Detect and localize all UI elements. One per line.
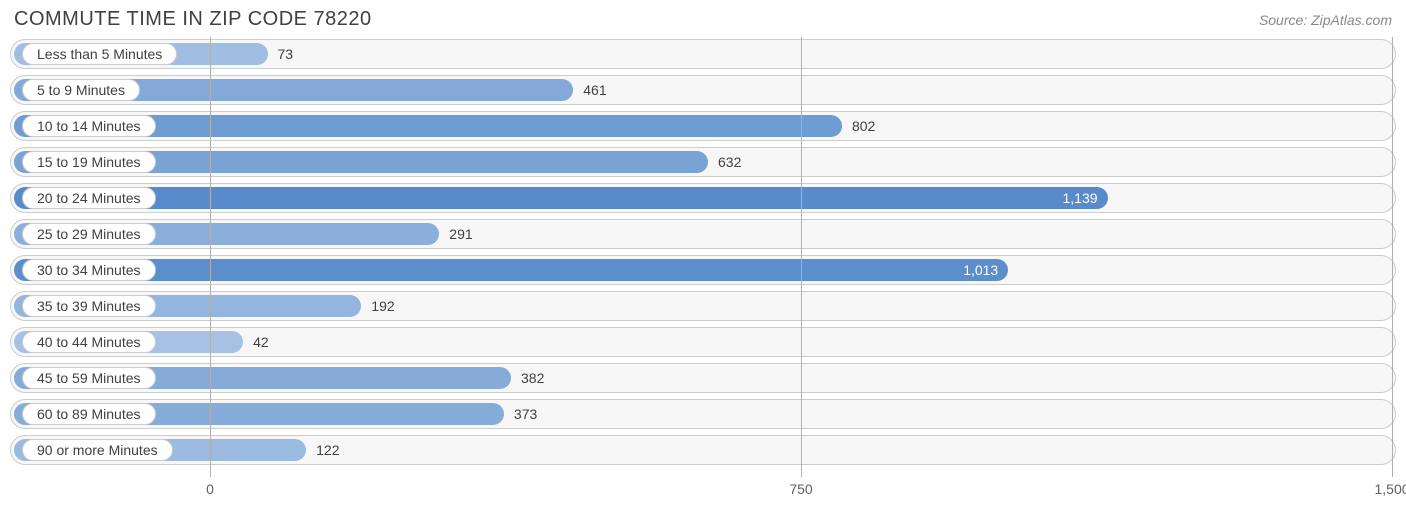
- chart-title: COMMUTE TIME IN ZIP CODE 78220: [14, 8, 372, 31]
- chart-row: 5 to 9 Minutes 461: [10, 75, 1396, 105]
- axis-tick-label: 0: [206, 481, 214, 497]
- value-label: 382: [511, 363, 554, 393]
- chart-row: 90 or more Minutes 122: [10, 435, 1396, 465]
- category-label: 60 to 89 Minutes: [22, 403, 156, 425]
- chart-row: 20 to 24 Minutes1,139: [10, 183, 1396, 213]
- chart-x-axis: 07501,500: [10, 477, 1396, 505]
- chart-row: Less than 5 Minutes 73: [10, 39, 1396, 69]
- category-label: Less than 5 Minutes: [22, 43, 177, 65]
- category-label: 40 to 44 Minutes: [22, 331, 156, 353]
- chart-row: 15 to 19 Minutes 632: [10, 147, 1396, 177]
- value-label: 122: [306, 435, 349, 465]
- value-label: 461: [573, 75, 616, 105]
- value-label: 373: [504, 399, 547, 429]
- value-label: 802: [842, 111, 885, 141]
- commute-time-chart: COMMUTE TIME IN ZIP CODE 78220 Source: Z…: [0, 0, 1406, 522]
- value-label: 192: [361, 291, 404, 321]
- value-label: 632: [708, 147, 751, 177]
- axis-tick-label: 750: [789, 481, 812, 497]
- chart-header: COMMUTE TIME IN ZIP CODE 78220 Source: Z…: [10, 8, 1396, 37]
- category-label: 10 to 14 Minutes: [22, 115, 156, 137]
- category-label: 45 to 59 Minutes: [22, 367, 156, 389]
- category-label: 15 to 19 Minutes: [22, 151, 156, 173]
- category-label: 90 or more Minutes: [22, 439, 173, 461]
- chart-row: 30 to 34 Minutes1,013: [10, 255, 1396, 285]
- chart-row: 25 to 29 Minutes 291: [10, 219, 1396, 249]
- chart-row: 35 to 39 Minutes 192: [10, 291, 1396, 321]
- value-label: 291: [439, 219, 482, 249]
- axis-tick-label: 1,500: [1374, 481, 1406, 497]
- chart-row: 10 to 14 Minutes 802: [10, 111, 1396, 141]
- category-label: 35 to 39 Minutes: [22, 295, 156, 317]
- chart-row: 45 to 59 Minutes 382: [10, 363, 1396, 393]
- chart-row: 60 to 89 Minutes 373: [10, 399, 1396, 429]
- value-label: 42: [243, 327, 279, 357]
- grid-line: [801, 37, 802, 477]
- chart-source: Source: ZipAtlas.com: [1259, 12, 1392, 28]
- value-label: 1,139: [14, 183, 1108, 213]
- category-label: 5 to 9 Minutes: [22, 79, 140, 101]
- value-label: 1,013: [14, 255, 1008, 285]
- value-label: 73: [268, 39, 304, 69]
- chart-row: 40 to 44 Minutes 42: [10, 327, 1396, 357]
- chart-plot-area: Less than 5 Minutes 73 5 to 9 Minutes 461 10…: [10, 37, 1396, 477]
- grid-line: [210, 37, 211, 477]
- grid-line: [1392, 37, 1393, 477]
- category-label: 25 to 29 Minutes: [22, 223, 156, 245]
- chart-rows: Less than 5 Minutes 73 5 to 9 Minutes 461 10…: [10, 37, 1396, 465]
